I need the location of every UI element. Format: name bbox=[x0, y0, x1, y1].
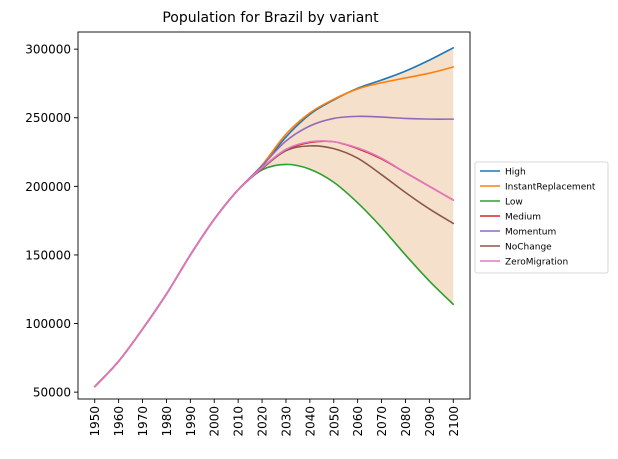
x-tick-label: 2020 bbox=[256, 406, 270, 437]
y-tick-label: 250000 bbox=[25, 111, 71, 125]
uncertainty-band bbox=[262, 47, 454, 305]
x-tick-label: 1950 bbox=[88, 406, 102, 437]
x-tick-label: 2050 bbox=[327, 406, 341, 437]
y-tick-label: 100000 bbox=[25, 317, 71, 331]
y-tick-label: 50000 bbox=[33, 386, 71, 400]
legend-label: Medium bbox=[505, 212, 541, 222]
y-tick-label: 300000 bbox=[25, 43, 71, 57]
legend-label: Low bbox=[505, 197, 523, 207]
x-tick-label: 1970 bbox=[136, 406, 150, 437]
chart-title: Population for Brazil by variant bbox=[162, 10, 379, 26]
legend-label: High bbox=[505, 167, 526, 177]
y-tick-label: 200000 bbox=[25, 180, 71, 194]
axes-layer: 50000 100000 150000 200000 250000 300000 1950 1… bbox=[25, 31, 471, 437]
x-tick-label: 2040 bbox=[303, 406, 317, 437]
legend: High InstantReplacement Low Medium Momentum N… bbox=[474, 161, 609, 274]
series-line-zero-migration bbox=[93, 140, 455, 388]
plot-frame bbox=[77, 31, 471, 400]
x-tick-label: 2100 bbox=[447, 406, 461, 437]
x-tick-label: 2060 bbox=[351, 406, 365, 437]
legend-box bbox=[474, 161, 609, 274]
x-tick-label: 1990 bbox=[184, 406, 198, 437]
x-tick-label: 2080 bbox=[399, 406, 413, 437]
x-tick-label: 2070 bbox=[375, 406, 389, 437]
series-lines-layer bbox=[93, 46, 455, 388]
x-tick-label: 2090 bbox=[423, 406, 437, 437]
x-tick-label: 2030 bbox=[279, 406, 293, 437]
legend-label: Momentum bbox=[505, 227, 556, 237]
x-tick-label: 1980 bbox=[160, 406, 174, 437]
legend-label: ZeroMigration bbox=[505, 257, 568, 267]
legend-label: InstantReplacement bbox=[505, 182, 596, 192]
x-tick-label: 2000 bbox=[208, 406, 222, 437]
x-tick-label: 2010 bbox=[232, 406, 246, 437]
x-tick-label: 1960 bbox=[112, 406, 126, 437]
legend-label: NoChange bbox=[505, 242, 552, 252]
y-tick-label: 150000 bbox=[25, 248, 71, 262]
uncertainty-band-layer bbox=[262, 47, 454, 305]
